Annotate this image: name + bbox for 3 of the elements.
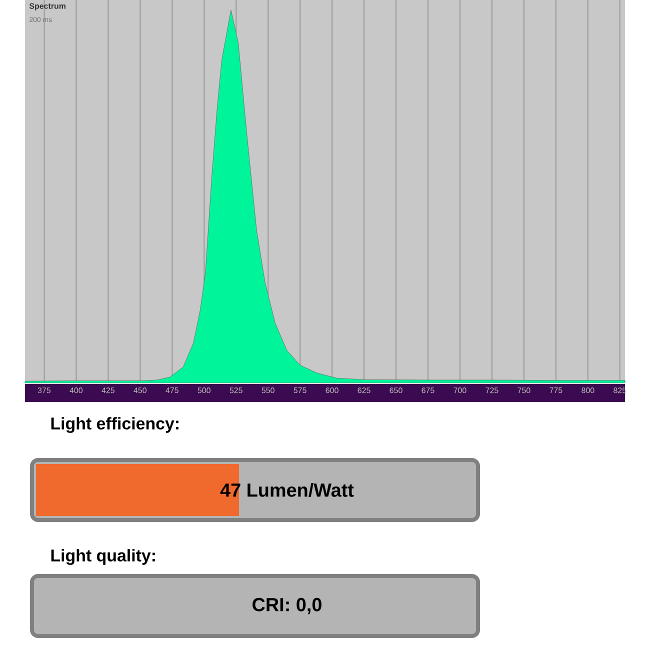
text: Light quality:	[51, 549, 155, 565]
text: Light efficiency:	[51, 417, 178, 433]
text: CRI: 0,0	[252, 598, 322, 614]
